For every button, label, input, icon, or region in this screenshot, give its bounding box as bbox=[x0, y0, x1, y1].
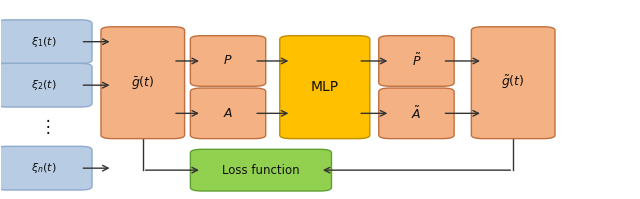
FancyBboxPatch shape bbox=[0, 63, 92, 107]
FancyBboxPatch shape bbox=[379, 36, 454, 86]
FancyBboxPatch shape bbox=[101, 27, 184, 139]
FancyBboxPatch shape bbox=[190, 88, 266, 139]
FancyBboxPatch shape bbox=[190, 36, 266, 86]
Text: $\xi_n(t)$: $\xi_n(t)$ bbox=[31, 161, 56, 175]
FancyBboxPatch shape bbox=[280, 36, 370, 139]
Text: Loss function: Loss function bbox=[222, 164, 300, 177]
Text: $\vdots$: $\vdots$ bbox=[38, 117, 50, 136]
FancyBboxPatch shape bbox=[0, 20, 92, 63]
Text: $A$: $A$ bbox=[223, 107, 233, 120]
Text: $P$: $P$ bbox=[223, 55, 233, 67]
FancyBboxPatch shape bbox=[379, 88, 454, 139]
FancyBboxPatch shape bbox=[471, 27, 555, 139]
FancyBboxPatch shape bbox=[0, 146, 92, 190]
Text: $\tilde{P}$: $\tilde{P}$ bbox=[412, 53, 421, 69]
Text: MLP: MLP bbox=[311, 80, 339, 94]
FancyBboxPatch shape bbox=[190, 149, 332, 191]
Text: $\tilde{A}$: $\tilde{A}$ bbox=[412, 105, 422, 122]
Text: $\bar{g}(t)$: $\bar{g}(t)$ bbox=[131, 74, 154, 91]
Text: $\tilde{g}(t)$: $\tilde{g}(t)$ bbox=[501, 74, 525, 91]
Text: $\xi_2(t)$: $\xi_2(t)$ bbox=[31, 78, 56, 92]
Text: $\xi_1(t)$: $\xi_1(t)$ bbox=[31, 35, 56, 49]
